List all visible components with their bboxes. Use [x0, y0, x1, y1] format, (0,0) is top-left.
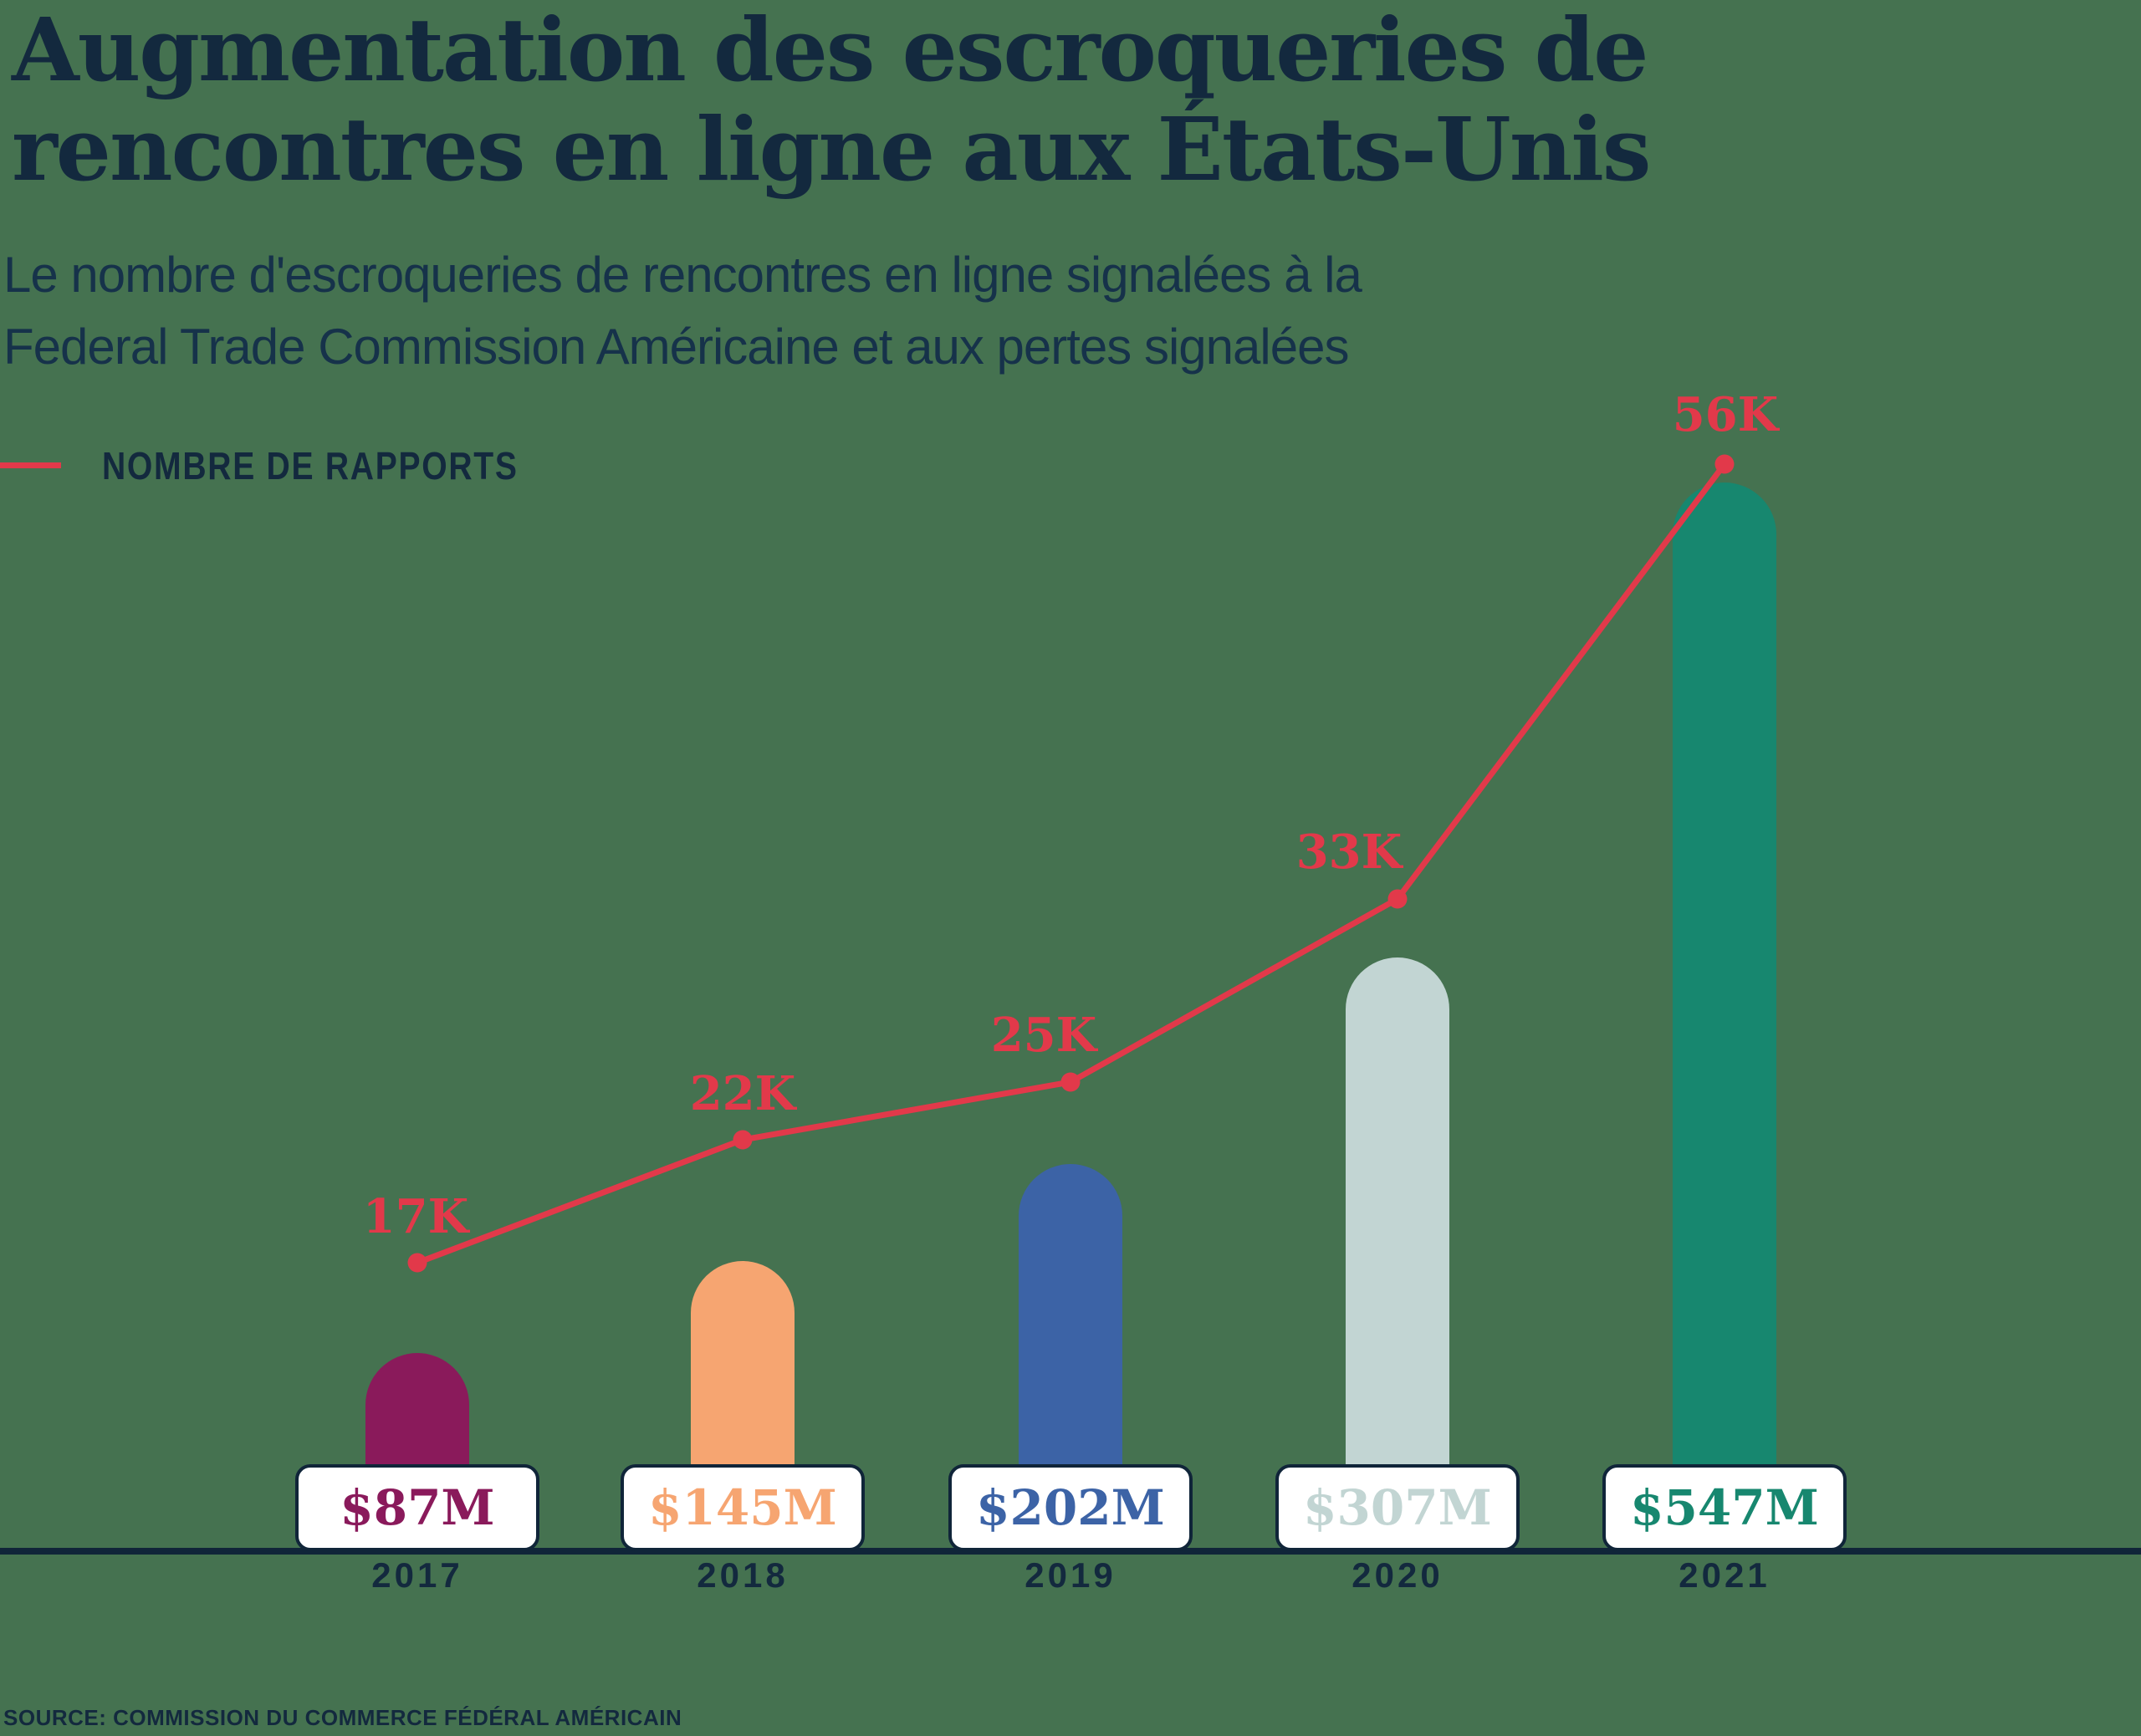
loss-value-2021: $547M [1630, 1479, 1819, 1536]
loss-value-2017: $87M [340, 1479, 495, 1536]
reports-point-label-2021: 56K [1672, 387, 1779, 442]
x-axis-label-2019: 2019 [1025, 1555, 1116, 1595]
loss-value-2020: $307M [1303, 1479, 1492, 1536]
legend-line-swatch [0, 462, 61, 468]
reports-point-2020 [1387, 889, 1408, 909]
reports-point-label-2020: 33K [1295, 825, 1403, 880]
page-subtitle: Le nombre d'escroqueries de rencontres e… [3, 239, 1362, 383]
reports-point-2021 [1714, 454, 1735, 474]
reports-line [414, 461, 1728, 1266]
loss-value-pill-2017: $87M [295, 1464, 539, 1551]
reports-point-label-2018: 22K [689, 1066, 796, 1121]
x-axis-baseline [0, 1548, 2141, 1555]
x-axis-label-2021: 2021 [1679, 1555, 1771, 1595]
x-axis-label-2017: 2017 [371, 1555, 463, 1595]
loss-value-pill-2018: $145M [621, 1464, 865, 1551]
title-line-1: Augmentation des escroqueries de [12, 0, 1648, 101]
source-credit: SOURCE: COMMISSION DU COMMERCE FÉDÉRAL A… [3, 1705, 682, 1730]
loss-value-pill-2019: $202M [948, 1464, 1193, 1551]
loss-value-pill-2021: $547M [1602, 1464, 1847, 1551]
loss-value-2019: $202M [976, 1479, 1165, 1536]
loss-value-pill-2020: $307M [1275, 1464, 1520, 1551]
x-axis-label-2018: 2018 [697, 1555, 789, 1595]
bar-2021 [1673, 483, 1776, 1553]
legend-label: NOMBRE DE RAPPORTS [102, 444, 519, 488]
subtitle-line-1: Le nombre d'escroqueries de rencontres e… [3, 247, 1362, 303]
reports-point-2018 [733, 1130, 753, 1150]
page-title: Augmentation des escroqueries de rencontr… [12, 0, 1651, 201]
subtitle-line-2: Federal Trade Commission Américaine et a… [3, 319, 1349, 375]
x-axis-label-2020: 2020 [1352, 1555, 1444, 1595]
reports-point-label-2017: 17K [362, 1189, 469, 1244]
title-line-2: rencontres en ligne aux États-Unis [12, 98, 1651, 201]
reports-point-2017 [407, 1253, 427, 1273]
reports-point-2019 [1060, 1072, 1081, 1092]
loss-value-2018: $145M [648, 1479, 837, 1536]
reports-point-label-2019: 25K [990, 1008, 1097, 1063]
